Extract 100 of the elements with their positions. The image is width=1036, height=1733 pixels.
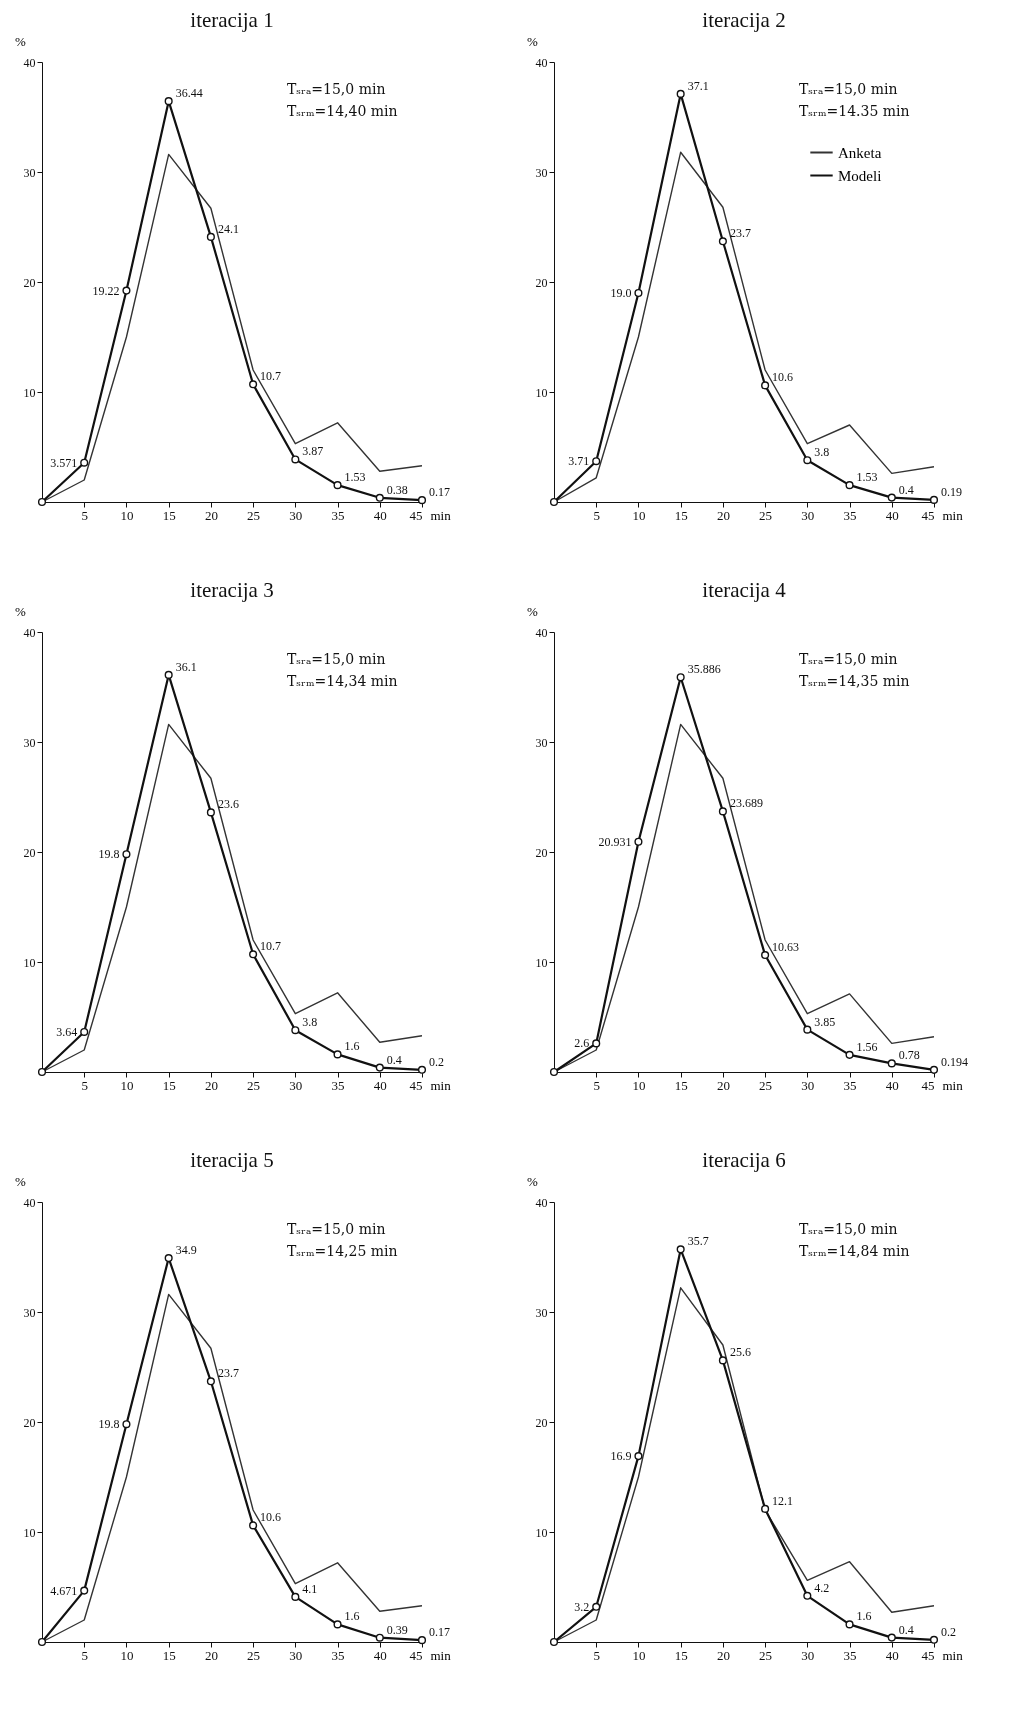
x-tick-label: 45: [921, 507, 935, 523]
data-label: 19.0: [610, 286, 632, 300]
annotation: Tₛᵣₐ=15,0 min: [799, 651, 898, 667]
y-tick-label: 40: [535, 55, 548, 70]
chart-title: iteracija 3: [190, 578, 274, 602]
point: [761, 1504, 770, 1513]
point: [592, 1602, 601, 1611]
point: [887, 493, 896, 502]
x-tick-label: 40: [885, 507, 899, 523]
data-label: 0.38: [386, 482, 408, 497]
x-tick-label: 35: [331, 1077, 345, 1093]
y-axis-title: %: [527, 33, 539, 49]
x-tick-label: 45: [409, 507, 423, 523]
point: [676, 1245, 685, 1254]
point: [845, 1050, 854, 1059]
x-tick-label: 35: [331, 507, 345, 523]
point: [122, 1420, 131, 1429]
point: [37, 1637, 47, 1647]
x-tick-label: 45: [409, 1077, 423, 1093]
data-label: 4.2: [814, 1580, 830, 1595]
annotation: Tₛᵣₐ=15,0 min: [287, 1221, 386, 1237]
x-axis-title: min: [430, 1077, 452, 1093]
y-tick-label: 20: [23, 845, 36, 860]
chart-title: iteracija 5: [190, 1148, 274, 1172]
data-label: 19.22: [92, 283, 120, 298]
data-label: 10.63: [772, 940, 800, 955]
point: [291, 1592, 300, 1601]
point: [634, 837, 643, 846]
data-label: 3.8: [302, 1015, 318, 1030]
data-label: 10.6: [772, 370, 794, 385]
point: [164, 1254, 173, 1263]
point: [375, 1063, 384, 1072]
x-tick-label: 5: [81, 1077, 88, 1093]
point: [206, 232, 215, 241]
x-tick-label: 5: [593, 507, 600, 523]
y-tick-label: 20: [23, 275, 36, 290]
data-label: 2.6: [574, 1036, 590, 1051]
data-label: 0.17: [429, 1625, 450, 1640]
data-label: 3.571: [50, 455, 78, 470]
x-tick-label: 30: [801, 507, 815, 523]
x-tick-label: 5: [81, 507, 88, 523]
point: [803, 1591, 812, 1600]
annotation: Tₛᵣₘ=14,35 min: [799, 673, 910, 689]
data-label: 0.39: [386, 1622, 408, 1637]
data-label: 0.4: [898, 1622, 914, 1637]
data-label: 0.2: [429, 1054, 444, 1069]
point: [887, 1633, 896, 1642]
point: [206, 808, 215, 817]
x-axis-title: min: [942, 1077, 964, 1093]
y-axis-title: %: [15, 33, 27, 49]
y-tick-label: 20: [535, 845, 548, 860]
x-tick-label: 40: [373, 1647, 387, 1663]
y-tick-label: 30: [535, 735, 548, 750]
point: [37, 1067, 47, 1077]
point: [164, 97, 173, 106]
x-tick-label: 20: [204, 507, 218, 523]
point: [291, 455, 300, 464]
x-tick-label: 10: [632, 1077, 646, 1093]
x-tick-label: 30: [289, 1647, 303, 1663]
data-label: 0.194: [941, 1054, 968, 1069]
point: [676, 89, 685, 98]
data-label: 0.78: [898, 1048, 920, 1063]
data-label: 1.6: [344, 1609, 360, 1624]
data-label: 0.4: [898, 482, 914, 497]
annotation: Tₛᵣₐ=15,0 min: [287, 651, 386, 667]
chart-title: iteracija 4: [702, 578, 787, 602]
point: [718, 237, 727, 246]
data-label: 10.7: [260, 939, 282, 954]
data-label: 34.9: [175, 1243, 197, 1258]
data-label: 12.1: [772, 1493, 794, 1508]
x-tick-label: 5: [81, 1647, 88, 1663]
point: [929, 1065, 939, 1074]
x-tick-label: 5: [593, 1077, 600, 1093]
x-tick-label: 25: [759, 1077, 773, 1093]
x-tick-label: 45: [921, 1647, 935, 1663]
x-tick-label: 35: [331, 1647, 345, 1663]
x-tick-label: 35: [843, 507, 857, 523]
x-tick-label: 20: [716, 1647, 730, 1663]
y-axis-title: %: [15, 1173, 27, 1189]
x-tick-label: 45: [409, 1647, 423, 1663]
point: [761, 951, 770, 960]
data-label: 36.44: [175, 86, 203, 101]
chart-title: iteracija 6: [702, 1148, 786, 1172]
annotation: Tₛᵣₐ=15,0 min: [799, 81, 898, 97]
data-label: 10.7: [260, 369, 282, 384]
y-tick-label: 10: [23, 955, 36, 970]
point: [122, 286, 131, 295]
point: [164, 670, 173, 679]
point: [333, 1050, 342, 1059]
annotation: Tₛᵣₘ=14,34 min: [287, 673, 398, 689]
y-tick-label: 30: [23, 1305, 36, 1320]
data-label: 0.19: [941, 484, 962, 499]
data-label: 1.6: [856, 1609, 872, 1624]
data-label: 3.2: [574, 1599, 590, 1614]
y-tick-label: 40: [23, 55, 36, 70]
x-tick-label: 15: [674, 1077, 688, 1093]
x-tick-label: 25: [247, 1647, 261, 1663]
point: [845, 481, 854, 490]
x-axis-title: min: [430, 1647, 452, 1663]
point: [122, 850, 131, 859]
